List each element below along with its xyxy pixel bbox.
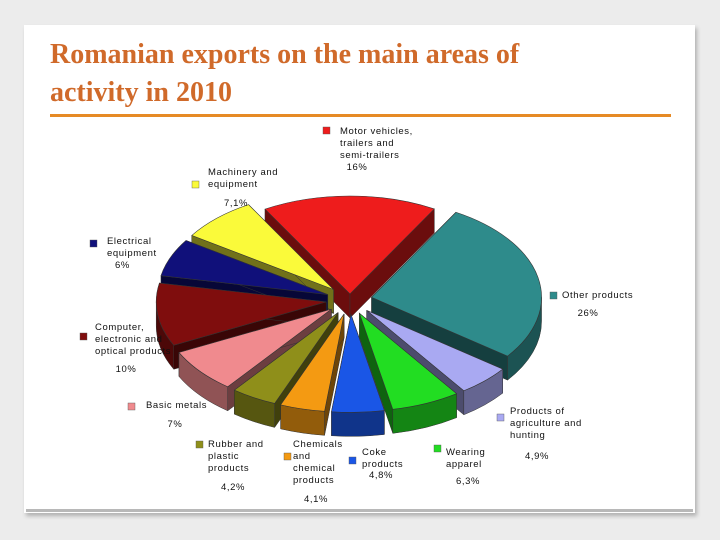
slice-label-line: Basic metals: [146, 400, 207, 411]
slice-label-line: equipment: [107, 248, 157, 259]
slice-label-line: and: [293, 451, 311, 462]
slice-label-line: electronic and: [95, 334, 163, 345]
slice-label-line: Products of: [510, 406, 565, 417]
slice-label-line: Electrical: [107, 236, 152, 247]
legend-swatch: [195, 440, 204, 449]
pie-slice: [358, 312, 458, 434]
slice-value-label: 4,2%: [221, 482, 245, 493]
slice-label-line: semi-trailers: [340, 150, 400, 161]
pie-slice: [331, 313, 385, 437]
slice-value-label: 6,3%: [456, 476, 480, 487]
slice-value-label: 26%: [578, 308, 599, 319]
pie-slice: [280, 313, 345, 436]
slide-title: Romanian exports on the main areas of ac…: [50, 39, 520, 108]
title-underline: [50, 114, 671, 117]
legend-swatch: [549, 291, 558, 300]
pie-label: Basic metals 7%: [127, 400, 207, 430]
slice-top: [178, 308, 332, 388]
slice-label-line: agriculture and: [510, 418, 582, 429]
slice-value-label: 4,1%: [304, 494, 328, 505]
slice-top: [191, 204, 334, 290]
slice-label-line: products: [208, 463, 249, 474]
slice-top: [358, 312, 458, 410]
slice-value-label: 6%: [115, 260, 130, 271]
slice-rim: [331, 410, 385, 437]
slice-label-line: hunting: [510, 430, 545, 441]
slice-label-line: Machinery and: [208, 167, 278, 178]
slice-label-line: products: [362, 459, 403, 470]
legend-swatch: [79, 332, 88, 341]
legend-swatch: [127, 402, 136, 411]
slice-label-line: chemical: [293, 463, 335, 474]
slice-value-label: 7,1%: [224, 198, 248, 209]
slice-label-line: Motor vehicles,: [340, 126, 413, 137]
pie-slices: [155, 195, 542, 437]
slice-top: [264, 195, 435, 295]
slice-value-label: 16%: [347, 162, 368, 173]
pie-label: Motor vehicles,trailers andsemi-trailers…: [322, 126, 413, 173]
bottom-divider: [26, 509, 693, 512]
slice-top: [280, 313, 345, 412]
slice-label-line: apparel: [446, 459, 482, 470]
slice-top: [160, 240, 328, 295]
legend-swatch: [322, 126, 331, 135]
legend-swatch: [348, 456, 357, 465]
slice-label-line: Rubber and: [208, 439, 264, 450]
slice-top: [371, 211, 542, 357]
slice-top: [233, 312, 339, 404]
legend-swatch: [283, 452, 292, 461]
legend-swatch: [433, 444, 442, 453]
slice-value-label: 4,8%: [369, 470, 393, 481]
slice-label-line: products: [293, 475, 334, 486]
legend-swatch: [496, 413, 505, 422]
slice-top: [366, 310, 504, 392]
slice-value-label: 10%: [116, 364, 137, 375]
legend-swatch: [191, 180, 200, 189]
pie-labels: Motor vehicles,trailers andsemi-trailers…: [79, 126, 633, 505]
slice-top: [155, 282, 327, 346]
slice-label-line: plastic: [208, 451, 239, 462]
slice-label-line: Computer,: [95, 322, 144, 333]
pie-label: Other products 26%: [549, 290, 633, 319]
slice-value-label: 4,9%: [525, 451, 549, 462]
slice-value-label: 7%: [168, 419, 183, 430]
slice-label-line: Chemicals: [293, 439, 343, 450]
slice-label-line: Wearing: [446, 447, 485, 458]
slice-label-line: trailers and: [340, 138, 394, 149]
slice-label-line: Other products: [562, 290, 633, 301]
slice-top: [331, 313, 385, 413]
slice-label-line: optical products: [95, 346, 171, 357]
slice-label-line: Coke: [362, 447, 387, 458]
legend-swatch: [89, 239, 98, 248]
slice-label-line: equipment: [208, 179, 258, 190]
